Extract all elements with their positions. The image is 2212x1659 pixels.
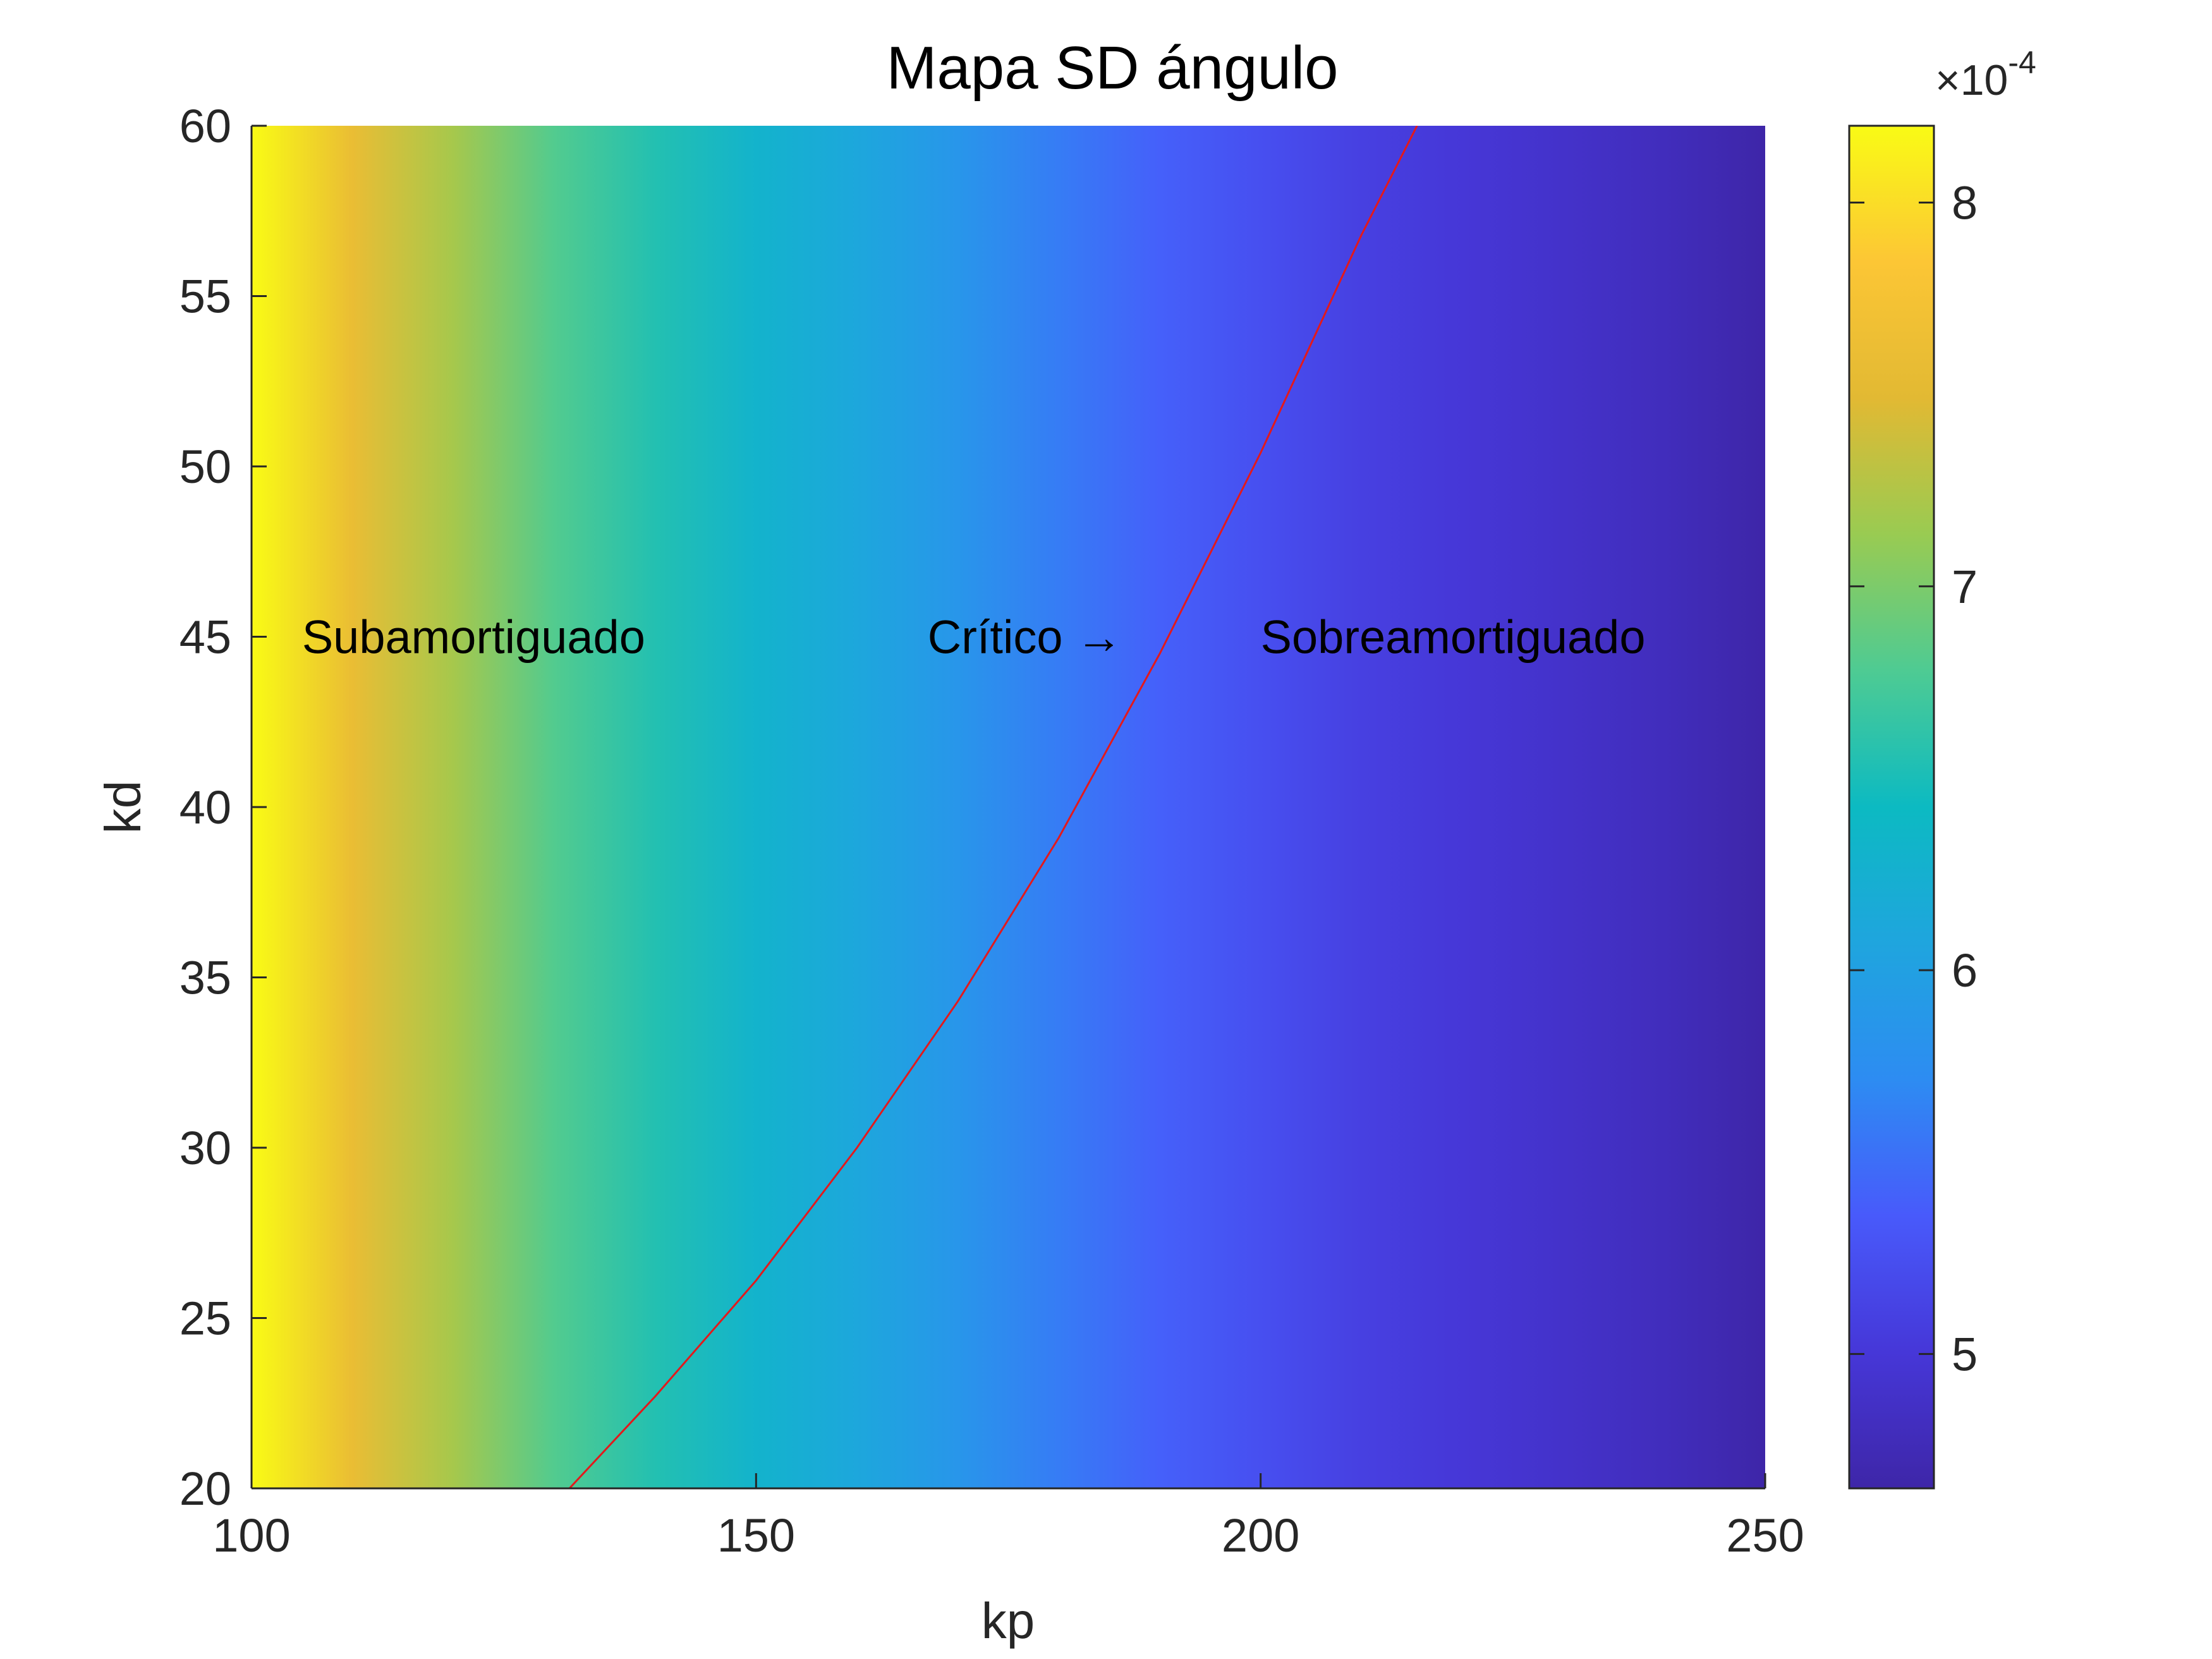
- colorbar-multiplier: ×10-4: [1935, 45, 2036, 104]
- x-tick-label: 150: [717, 1509, 795, 1562]
- y-tick-label: 50: [179, 441, 231, 493]
- chart-title: Mapa SD ángulo: [886, 34, 1338, 102]
- y-tick-label: 40: [179, 781, 231, 834]
- y-tick-label: 60: [179, 100, 231, 152]
- y-axis-label: kd: [95, 781, 151, 834]
- colorbar-tick-label: 7: [1952, 561, 1978, 613]
- annotation-label: Sobreamortiguado: [1261, 611, 1646, 664]
- x-tick-label: 100: [212, 1509, 290, 1562]
- y-tick-label: 25: [179, 1292, 231, 1345]
- y-tick-label: 55: [179, 270, 231, 323]
- x-axis-label: kp: [981, 1593, 1035, 1649]
- y-tick-label: 35: [179, 952, 231, 1004]
- y-tick-label: 20: [179, 1462, 231, 1515]
- colorbar-tick-label: 5: [1952, 1328, 1978, 1380]
- annotation-label: Crítico →: [928, 611, 1122, 664]
- colorbar-tick-label: 8: [1952, 176, 1978, 229]
- x-tick-label: 250: [1726, 1509, 1804, 1562]
- y-tick-label: 30: [179, 1122, 231, 1174]
- colorbar: [1848, 125, 1935, 1490]
- annotation-label: Subamortiguado: [302, 611, 645, 664]
- colorbar-tick-label: 6: [1952, 944, 1978, 997]
- y-tick-label: 45: [179, 611, 231, 664]
- critical-curve-line: [568, 126, 1418, 1488]
- heatmap-surface: [252, 126, 1765, 1488]
- x-tick-label: 200: [1222, 1509, 1299, 1562]
